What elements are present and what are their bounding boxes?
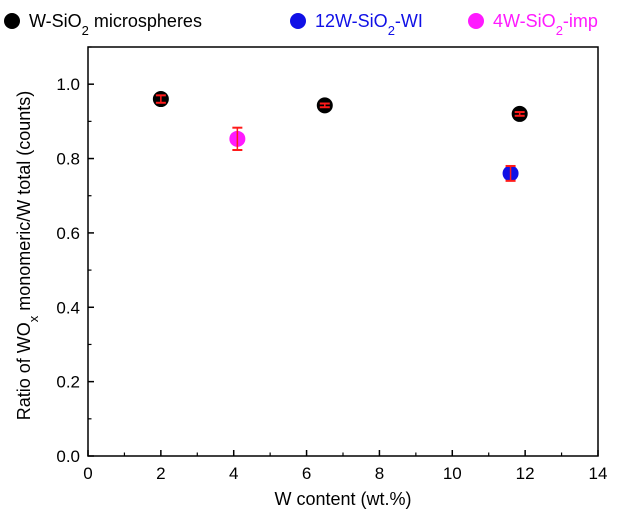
y-tick-label: 0.0 xyxy=(56,447,80,466)
x-tick-label: 10 xyxy=(443,464,462,483)
y-tick-label: 0.8 xyxy=(56,150,80,169)
y-axis-title: Ratio of WOx monomeric/W total (counts) xyxy=(14,91,41,421)
x-tick-label: 2 xyxy=(156,464,165,483)
y-tick-label: 1.0 xyxy=(56,75,80,94)
x-axis-title: W content (wt.%) xyxy=(274,489,411,509)
y-tick-label: 0.4 xyxy=(56,298,80,317)
x-axis: 0 2 4 6 8 10 12 14 xyxy=(83,450,607,483)
y-axis-title-subscript: x xyxy=(26,315,41,322)
legend: W-SiO2 microspheres 12W-SiO2-WI 4W-SiO2-im… xyxy=(4,11,598,38)
data-points xyxy=(152,91,528,182)
x-tick-label: 14 xyxy=(589,464,608,483)
legend-label-rest: microspheres xyxy=(89,11,202,31)
legend-marker xyxy=(468,13,484,29)
legend-label-main: 12W-SiO xyxy=(315,11,388,31)
legend-label-subscript: 2 xyxy=(556,23,563,38)
legend-label: W-SiO2 microspheres xyxy=(29,11,202,38)
x-tick-label: 6 xyxy=(302,464,311,483)
x-tick-label: 4 xyxy=(229,464,238,483)
legend-marker xyxy=(290,13,306,29)
y-axis-title-main: Ratio of WO xyxy=(14,322,34,420)
legend-label-subscript: 2 xyxy=(388,23,395,38)
y-axis: 0.0 0.2 0.4 0.6 0.8 1.0 xyxy=(56,46,94,466)
x-tick-label: 12 xyxy=(516,464,535,483)
y-tick-label: 0.6 xyxy=(56,224,80,243)
x-tick-label: 8 xyxy=(375,464,384,483)
legend-label-rest: -imp xyxy=(563,11,598,31)
x-tick-label: 0 xyxy=(83,464,92,483)
y-axis-title-rest: monomeric/W total (counts) xyxy=(14,91,34,316)
legend-label-rest: -WI xyxy=(395,11,423,31)
y-tick-label: 0.2 xyxy=(56,373,80,392)
legend-label-main: W-SiO xyxy=(29,11,82,31)
legend-label-subscript: 2 xyxy=(82,23,89,38)
legend-label-main: 4W-SiO xyxy=(493,11,556,31)
legend-label: 4W-SiO2-imp xyxy=(493,11,598,38)
legend-marker xyxy=(4,13,20,29)
legend-label: 12W-SiO2-WI xyxy=(315,11,423,38)
